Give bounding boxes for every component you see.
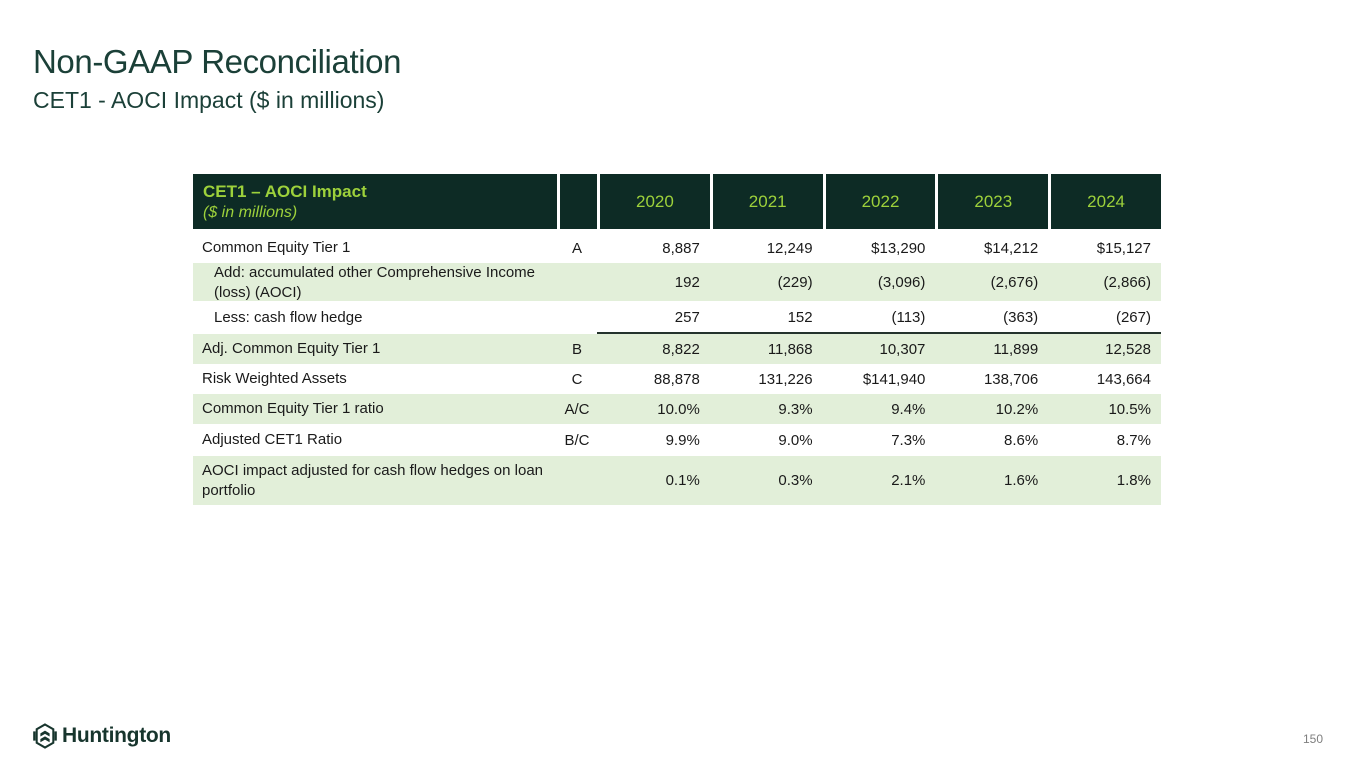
row-label: Common Equity Tier 1 bbox=[202, 239, 351, 257]
row-value-2023: 10.2% bbox=[995, 400, 1039, 418]
row-value-2024: 143,664 bbox=[1096, 370, 1151, 388]
row-value-2020: 8,822 bbox=[662, 340, 700, 358]
row-value-2023: 1.6% bbox=[1003, 472, 1039, 489]
row-value-2022: (3,096) bbox=[877, 274, 926, 291]
table-row: Less: cash flow hedge 257 152 (113) (363) (26… bbox=[193, 301, 1161, 334]
table-header-year-2023: 2023 bbox=[935, 174, 1048, 229]
row-value-2021: 9.3% bbox=[778, 400, 813, 418]
table-header-year-2020: 2020 bbox=[597, 174, 710, 229]
row-value-2021: 152 bbox=[787, 309, 813, 326]
table-body: Common Equity Tier 1 A 8,887 12,249 $13,290 $… bbox=[193, 233, 1161, 505]
row-value-2022: $13,290 bbox=[871, 239, 926, 257]
row-value-2022: $141,940 bbox=[862, 370, 926, 388]
table-row: Risk Weighted Assets C 88,878 131,226 $141,9… bbox=[193, 364, 1161, 394]
row-value-2024: (2,866) bbox=[1103, 274, 1151, 291]
page-title: Non-GAAP Reconciliation bbox=[33, 43, 402, 80]
table-row: AOCI impact adjusted for cash flow hedge… bbox=[193, 456, 1161, 505]
row-label: Risk Weighted Assets bbox=[202, 370, 347, 388]
row-value-2024: 12,528 bbox=[1105, 340, 1151, 358]
table-header-year-2022: 2022 bbox=[822, 174, 936, 229]
row-label: Adj. Common Equity Tier 1 bbox=[202, 340, 381, 358]
row-value-2023: 138,706 bbox=[983, 370, 1039, 388]
row-value-2021: 9.0% bbox=[778, 431, 813, 449]
row-label: Add: accumulated other Comprehensive Inc… bbox=[214, 264, 536, 301]
logo-wordmark: Huntington bbox=[62, 724, 171, 747]
row-label: Adjusted CET1 Ratio bbox=[202, 431, 343, 449]
row-value-2022: 2.1% bbox=[891, 472, 926, 489]
row-value-2024: (267) bbox=[1115, 309, 1151, 326]
table-header-row: CET1 – AOCI Impact ($ in millions) 2020 2… bbox=[193, 174, 1161, 229]
huntington-hive-icon bbox=[33, 723, 57, 749]
row-value-2021: 131,226 bbox=[758, 370, 813, 388]
row-value-2020: 0.1% bbox=[665, 472, 700, 489]
row-value-2023: (363) bbox=[1003, 309, 1039, 326]
table-header-ref-cell bbox=[557, 174, 597, 229]
row-value-2020: 10.0% bbox=[657, 400, 700, 418]
table-row: Adj. Common Equity Tier 1 B 8,822 11,868 10,… bbox=[193, 334, 1161, 364]
page-number: 150 bbox=[1302, 732, 1323, 746]
row-value-2024: 8.7% bbox=[1116, 431, 1151, 449]
row-value-2024: 10.5% bbox=[1108, 400, 1151, 418]
row-value-2022: 9.4% bbox=[891, 400, 926, 418]
row-value-2022: (113) bbox=[891, 309, 926, 326]
row-ref-letter: C bbox=[571, 370, 583, 388]
row-value-2021: 12,249 bbox=[766, 239, 813, 257]
row-value-2024: 1.8% bbox=[1116, 472, 1151, 489]
row-value-2021: 11,868 bbox=[767, 340, 813, 358]
table-header-year-2021: 2021 bbox=[709, 174, 823, 229]
subtotal-rule bbox=[597, 332, 1161, 334]
row-value-2022: 10,307 bbox=[879, 340, 926, 358]
row-ref-letter: B/C bbox=[564, 431, 590, 449]
table-header-year-2024: 2024 bbox=[1048, 174, 1161, 229]
row-value-2024: $15,127 bbox=[1096, 239, 1151, 257]
row-value-2021: (229) bbox=[777, 274, 813, 291]
table-row: Common Equity Tier 1 A 8,887 12,249 $13,290 $… bbox=[193, 233, 1161, 263]
table-row: Adjusted CET1 Ratio B/C 9.9% 9.0% 7.3% 8.6% 8.… bbox=[193, 424, 1161, 456]
row-value-2023: (2,676) bbox=[990, 274, 1039, 291]
row-label: AOCI impact adjusted for cash flow hedge… bbox=[202, 462, 544, 499]
row-ref-letter: B bbox=[571, 340, 582, 358]
row-ref-letter: A bbox=[571, 239, 582, 257]
row-value-2020: 9.9% bbox=[665, 431, 700, 449]
table-header-title: CET1 – AOCI Impact bbox=[203, 181, 367, 201]
row-value-2023: 8.6% bbox=[1003, 431, 1039, 449]
row-value-2020: 8,887 bbox=[662, 239, 700, 257]
row-ref-letter: A/C bbox=[564, 400, 590, 418]
huntington-logo: Huntington bbox=[33, 723, 171, 749]
row-label: Less: cash flow hedge bbox=[214, 308, 363, 326]
row-value-2020: 192 bbox=[674, 274, 700, 291]
table-header-subtitle: ($ in millions) bbox=[203, 203, 298, 221]
page-subtitle: CET1 - AOCI Impact ($ in millions) bbox=[33, 87, 385, 113]
row-value-2021: 0.3% bbox=[778, 472, 813, 489]
row-value-2023: $14,212 bbox=[983, 239, 1039, 257]
table-row: Common Equity Tier 1 ratio A/C 10.0% 9.3% 9.… bbox=[193, 394, 1161, 424]
row-value-2023: 11,899 bbox=[993, 340, 1039, 358]
cet1-aoci-table: CET1 – AOCI Impact ($ in millions) 2020 2… bbox=[193, 174, 1161, 505]
row-value-2020: 257 bbox=[674, 309, 700, 326]
row-value-2022: 7.3% bbox=[891, 431, 926, 449]
table-header-title-cell: CET1 – AOCI Impact ($ in millions) bbox=[193, 174, 557, 229]
row-value-2020: 88,878 bbox=[653, 370, 700, 388]
table-row: Add: accumulated other Comprehensive Inc… bbox=[193, 263, 1161, 301]
row-label: Common Equity Tier 1 ratio bbox=[202, 400, 384, 418]
